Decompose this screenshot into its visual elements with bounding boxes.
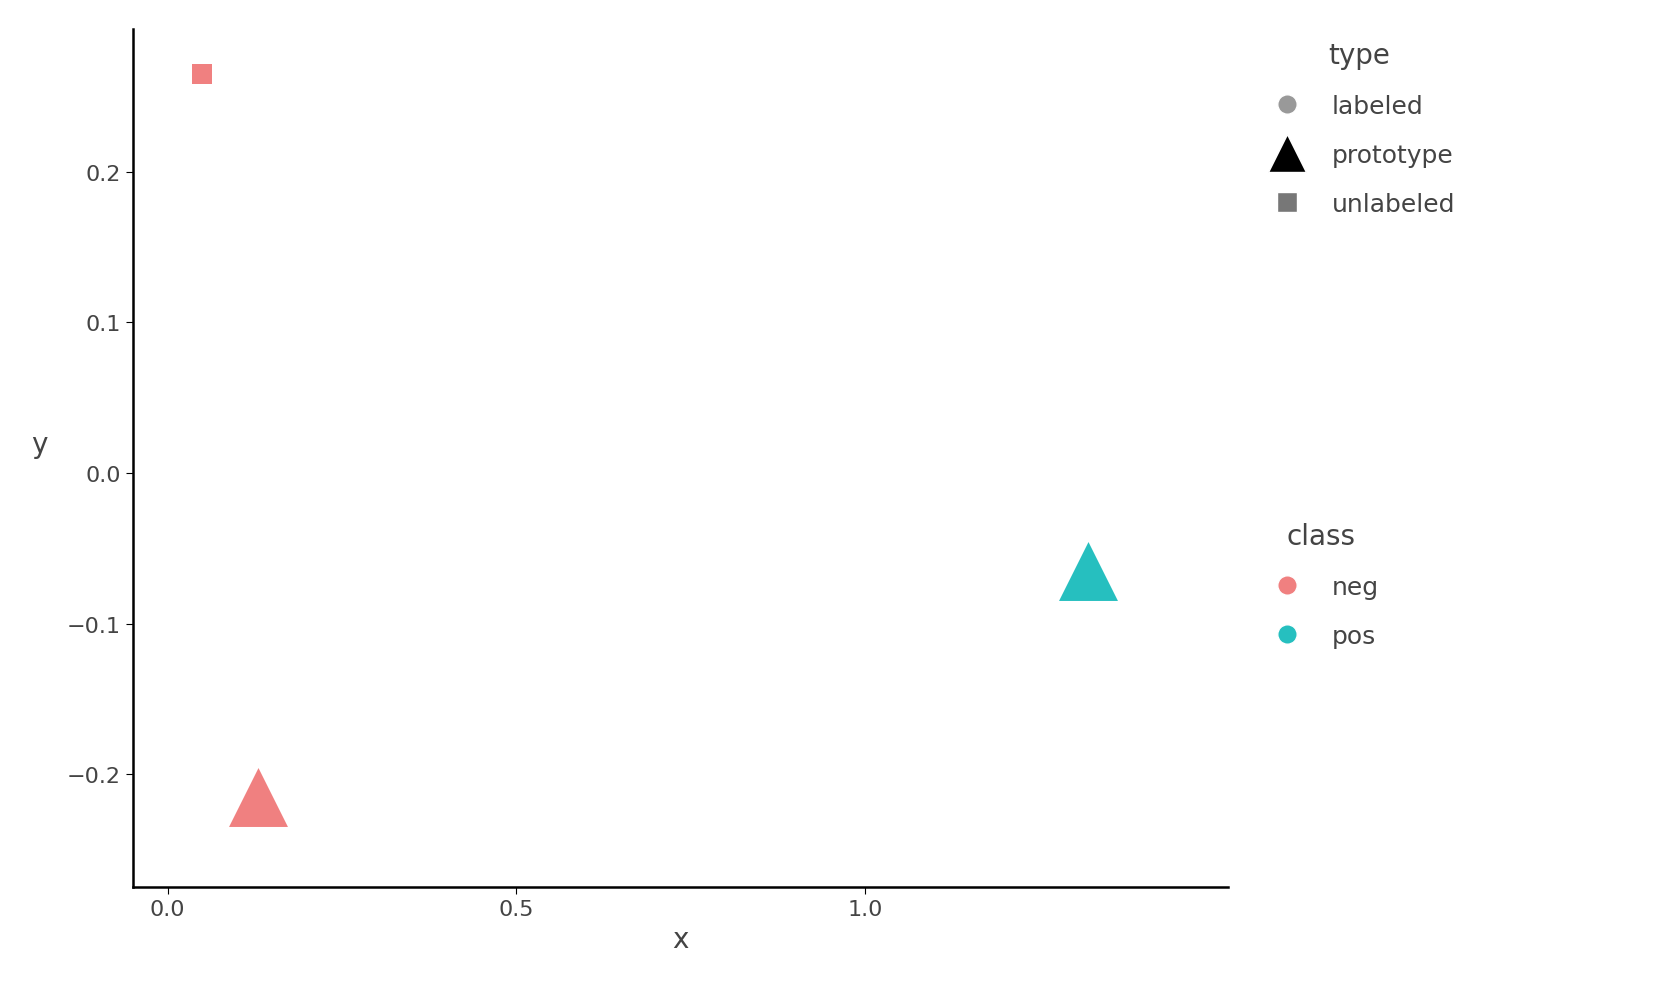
X-axis label: x: x bbox=[672, 925, 688, 952]
Point bbox=[1075, 563, 1102, 579]
Point bbox=[189, 67, 216, 83]
Y-axis label: y: y bbox=[32, 431, 48, 458]
Legend: neg, pos: neg, pos bbox=[1262, 523, 1379, 649]
Point bbox=[246, 789, 272, 805]
